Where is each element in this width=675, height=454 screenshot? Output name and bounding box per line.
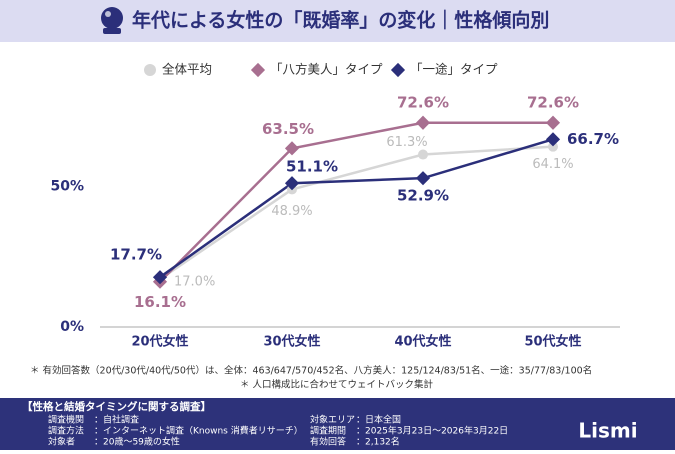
point (545, 132, 561, 147)
data-label: 17.0% (174, 275, 215, 290)
chart: 0% 50% 20代女性 30代女性 40代女性 50代女性 全体平均 「八方美人」タイプ 「一… (50, 62, 620, 350)
data-label: 72.6% (527, 93, 579, 111)
series-line (159, 138, 554, 279)
x-tick-label: 20代女性 (131, 334, 188, 350)
survey-label: 対象者 (48, 436, 75, 448)
logo: Lismi (578, 419, 637, 443)
data-label: 52.9% (397, 187, 449, 205)
note: ＊ 人口構成比に合わせてウェイトバック集計 (240, 379, 434, 391)
survey-label: 調査方法 (48, 425, 84, 437)
series-line (159, 121, 553, 283)
data-label: 63.5% (262, 120, 314, 138)
data-label: 16.1% (134, 293, 186, 311)
point (415, 171, 431, 186)
x-tick-label: 40代女性 (394, 334, 451, 350)
y-tick-label: 50% (50, 178, 84, 194)
survey-value: ：自社調査 (94, 414, 139, 426)
survey-value: ：2025年3月23日～2026年3月22日 (356, 425, 508, 437)
data-label: 72.6% (397, 93, 449, 111)
note: ＊ 有効回答数（20代/30代/40代/50代）は、全体：463/647/570… (30, 365, 592, 377)
data-label: 66.7% (567, 130, 619, 148)
survey-value: ：インターネット調査（Knowns 消費者リサーチ） (94, 425, 303, 437)
survey-label: 調査期間 (310, 425, 346, 437)
point (284, 176, 300, 191)
survey-value: ：20歳～59歳の女性 (94, 436, 180, 448)
point (545, 115, 561, 130)
point (418, 149, 428, 160)
survey-title: 【性格と結婚タイミングに関する調査】 (22, 400, 211, 413)
y-tick-label: 0% (60, 319, 84, 335)
x-tick-label: 50代女性 (524, 334, 581, 350)
point (152, 270, 168, 285)
crystal-ball-icon (101, 7, 123, 34)
legend-marker (390, 62, 406, 78)
survey-label: 有効回答 (310, 436, 346, 448)
data-label: 64.1% (532, 157, 573, 172)
title: 年代による女性の「既婚率」の変化｜性格傾向別 (132, 9, 549, 32)
legend-marker (144, 64, 156, 76)
legend-label: 全体平均 (162, 62, 212, 77)
series-line (159, 145, 554, 281)
point (284, 141, 300, 156)
survey-label: 対象エリア (310, 414, 355, 426)
data-label: 61.3% (386, 135, 427, 150)
legend-label: 「一途」タイプ (410, 62, 498, 77)
x-tick-label: 30代女性 (263, 334, 320, 350)
data-label: 51.1% (286, 158, 338, 176)
survey-value: ：日本全国 (356, 414, 401, 426)
point (415, 115, 431, 130)
survey-value: ：2,132名 (356, 436, 400, 448)
data-label: 17.7% (110, 246, 162, 264)
legend-label: 「八方美人」タイプ (270, 62, 383, 77)
survey-label: 調査機関 (48, 414, 84, 426)
survey-box (0, 398, 675, 450)
data-label: 48.9% (271, 204, 312, 219)
point (548, 141, 558, 152)
